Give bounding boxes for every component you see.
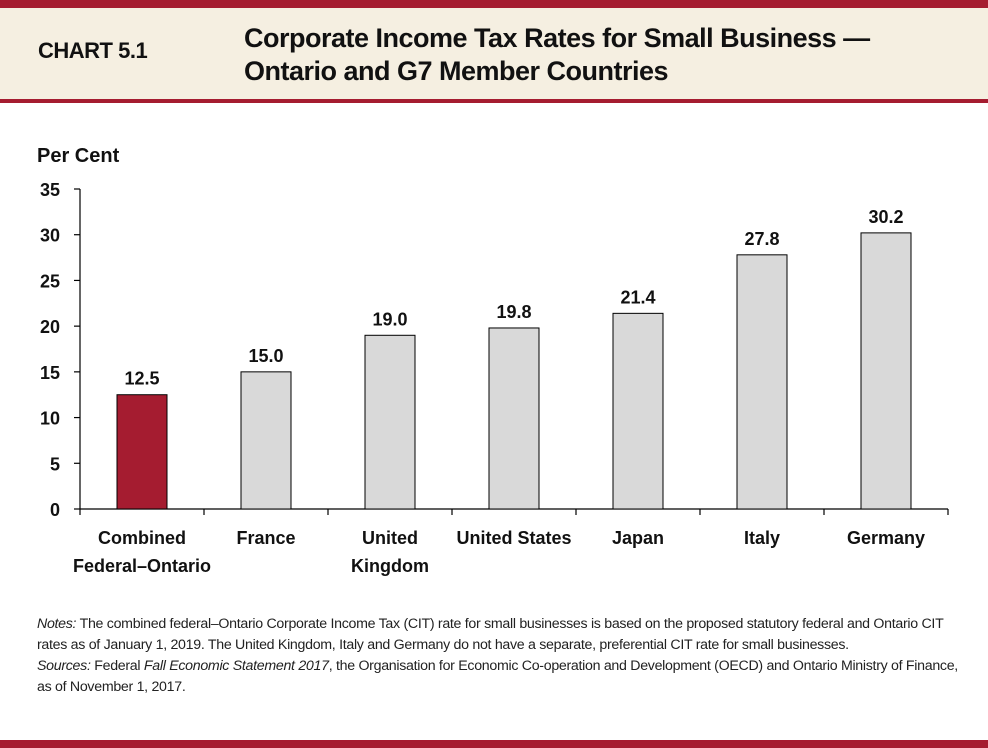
y-tick-label: 20	[40, 317, 60, 337]
bar	[612, 312, 664, 510]
data-label: 19.0	[372, 309, 407, 329]
data-label: 21.4	[620, 287, 655, 307]
y-axis-label: Per Cent	[37, 145, 120, 167]
notes-block: Notes: The combined federal–Ontario Corp…	[37, 614, 967, 698]
sources-italic: Fall Economic Statement 2017	[143, 658, 329, 674]
x-tick-label: Germany	[847, 528, 925, 548]
x-tick-label: Combined	[98, 528, 186, 548]
sources-text-2: , the Organisation for Economic Co-opera…	[37, 658, 958, 695]
y-tick-label: 25	[40, 271, 60, 291]
sources-paragraph: Sources: Federal Fall Economic Statement…	[37, 656, 967, 698]
y-tick-label: 10	[40, 409, 60, 429]
sources-label: Sources:	[37, 658, 91, 674]
chart-header	[0, 8, 988, 100]
y-tick-label: 35	[40, 180, 60, 200]
data-label: 12.5	[124, 369, 159, 389]
x-tick-label: United	[362, 528, 418, 548]
chart-number: CHART 5.1	[38, 38, 148, 63]
data-label: 15.0	[248, 346, 283, 366]
y-tick-label: 5	[50, 454, 60, 474]
x-tick-label: Federal–Ontario	[73, 556, 211, 576]
data-label: 27.8	[744, 229, 779, 249]
y-tick-label: 0	[50, 500, 60, 520]
data-label: 19.8	[496, 302, 531, 322]
x-tick-label: Italy	[744, 528, 780, 548]
notes-label: Notes:	[37, 616, 77, 632]
bar	[736, 254, 788, 510]
chart-title-line1: Corporate Income Tax Rates for Small Bus…	[244, 23, 870, 53]
x-tick-label: Japan	[612, 528, 664, 548]
y-tick-label: 30	[40, 226, 60, 246]
chart-title-line2: Ontario and G7 Member Countries	[244, 56, 669, 86]
notes-paragraph: Notes: The combined federal–Ontario Corp…	[37, 614, 967, 656]
bar	[364, 334, 416, 510]
header-divider	[0, 99, 988, 103]
notes-text: The combined federal–Ontario Corporate I…	[37, 616, 944, 653]
chart-title: Corporate Income Tax Rates for Small Bus…	[244, 22, 944, 88]
bottom-accent-bar	[0, 740, 988, 748]
x-tick-label: Kingdom	[351, 556, 429, 576]
x-tick-label: United States	[456, 528, 571, 548]
bar-chart: Per Cent 0 5 10 15 20 25 30 35 12.5 Combined Federa…	[37, 145, 949, 576]
data-label: 30.2	[868, 207, 903, 227]
bar	[116, 394, 168, 510]
bar	[488, 327, 540, 510]
sources-text-1: Federal	[90, 658, 144, 674]
y-tick-label: 15	[40, 363, 60, 383]
x-tick-label: France	[236, 528, 295, 548]
bar	[240, 371, 292, 510]
top-accent-bar	[0, 0, 988, 8]
bar	[860, 232, 912, 510]
